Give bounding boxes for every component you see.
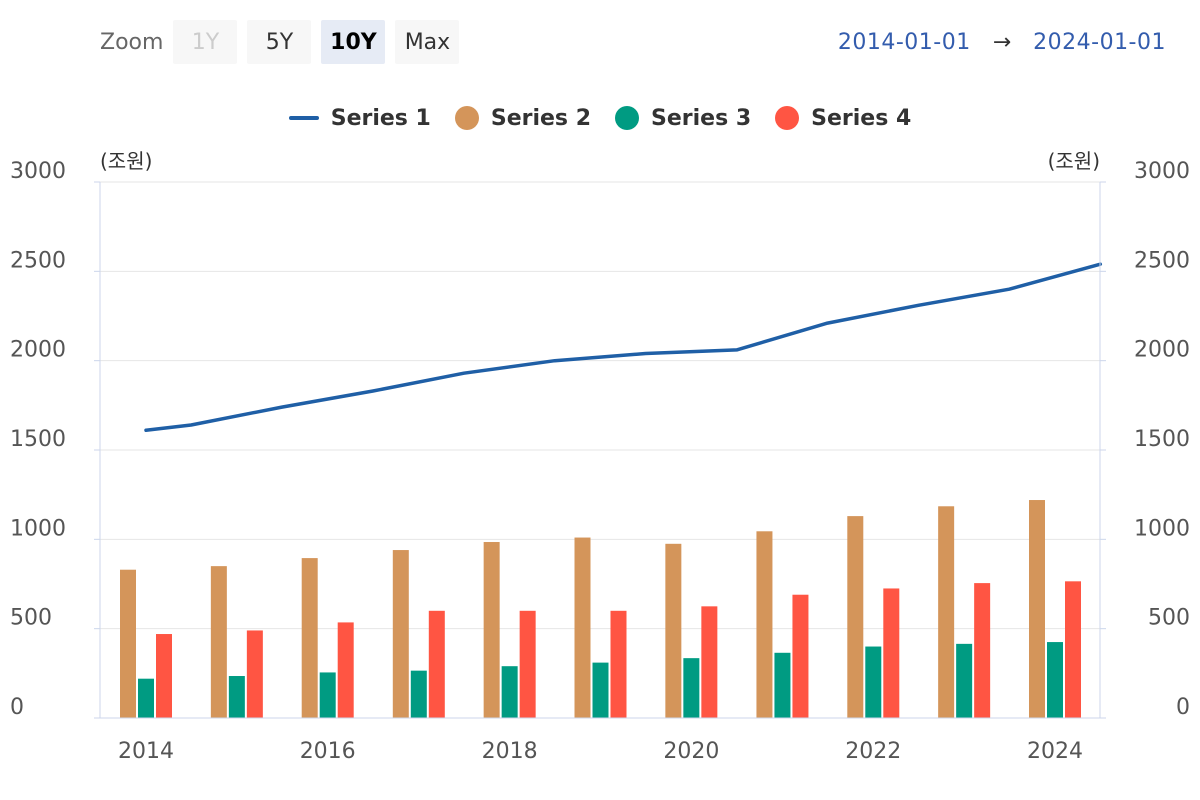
zoom-max-button[interactable]: Max	[395, 20, 460, 64]
bar-series-4-2017[interactable]	[428, 610, 445, 718]
bar-series-3-2021[interactable]	[774, 652, 791, 718]
legend-item-series-4[interactable]: Series 4	[775, 106, 911, 131]
legend-circle-icon	[615, 106, 639, 130]
range-to-input[interactable]: 2024-01-01	[1033, 29, 1166, 55]
bar-series-2-2020[interactable]	[665, 543, 682, 718]
bar-series-3-2017[interactable]	[410, 670, 427, 718]
y-right-tick-label: 2500	[1134, 248, 1190, 273]
zoom-1y-button[interactable]: 1Y	[173, 20, 238, 64]
x-tick-label: 2016	[300, 739, 356, 764]
legend-line-icon	[288, 116, 319, 120]
legend-label: Series 2	[490, 105, 591, 131]
range-from-input[interactable]: 2014-01-01	[837, 29, 971, 55]
zoom-5y-button[interactable]: 5Y	[247, 20, 312, 64]
zoom-toolbar: Zoom 1Y 5Y 10Y Max	[100, 20, 469, 64]
y-left-tick-label: 2500	[10, 248, 66, 273]
bar-series-2-2023[interactable]	[938, 506, 955, 718]
bar-series-4-2023[interactable]	[974, 583, 991, 718]
bars-layer	[120, 500, 1081, 718]
legend-label: Series 3	[651, 105, 752, 131]
line-series-1[interactable]	[144, 262, 1103, 433]
bar-series-4-2015[interactable]	[246, 630, 263, 718]
left-axis-unit: (조원)	[100, 149, 152, 173]
bar-series-3-2018[interactable]	[501, 666, 518, 718]
bar-series-3-2024[interactable]	[1047, 642, 1063, 718]
legend-circle-icon	[775, 106, 800, 130]
grid-lines	[100, 181, 1100, 630]
bar-series-4-2024[interactable]	[1065, 581, 1081, 718]
bar-series-3-2019[interactable]	[592, 662, 609, 718]
y-right-tick-label: 3000	[1134, 159, 1190, 184]
bar-series-3-2022[interactable]	[865, 646, 882, 718]
bar-series-2-2019[interactable]	[574, 537, 591, 718]
legend-item-series-1[interactable]: Series 1	[288, 105, 431, 131]
y-left-tick-label: 500	[10, 606, 52, 631]
chart-legend: Series 1 Series 2 Series 3 Series 4	[0, 100, 1200, 136]
y-right-tick-label: 2000	[1134, 338, 1190, 363]
bar-series-2-2014[interactable]	[120, 569, 136, 718]
bar-series-3-2023[interactable]	[956, 643, 973, 718]
zoom-10y-button[interactable]: 10Y	[321, 20, 386, 64]
axis-layer: 0 0 500 500 1000 1000 1500 1500 2000 2000 2500 2500…	[10, 159, 1190, 764]
bar-series-2-2015[interactable]	[210, 566, 227, 718]
bar-series-2-2016[interactable]	[301, 558, 318, 718]
legend-label: Series 4	[811, 105, 912, 131]
legend-item-series-2[interactable]: Series 2	[454, 105, 591, 131]
range-arrow: →	[992, 29, 1012, 55]
legend-item-series-3[interactable]: Series 3	[615, 106, 751, 131]
bar-series-2-2017[interactable]	[392, 550, 409, 718]
bar-series-3-2014[interactable]	[138, 678, 154, 718]
y-right-tick-label: 0	[1176, 695, 1190, 720]
bar-series-4-2022[interactable]	[883, 588, 900, 718]
bar-series-2-2024[interactable]	[1029, 500, 1045, 718]
legend-label: Series 1	[330, 105, 431, 131]
legend-circle-icon	[454, 106, 479, 130]
y-right-tick-label: 1500	[1134, 427, 1190, 452]
bar-series-2-2022[interactable]	[847, 516, 864, 718]
right-axis-unit: (조원)	[1048, 149, 1100, 173]
bar-series-4-2016[interactable]	[337, 622, 354, 718]
bar-series-4-2019[interactable]	[610, 610, 627, 718]
y-right-tick-label: 500	[1148, 606, 1190, 631]
bar-series-3-2020[interactable]	[683, 658, 700, 718]
bar-series-4-2021[interactable]	[792, 594, 809, 718]
y-left-tick-label: 2000	[10, 338, 66, 363]
bar-series-4-2014[interactable]	[156, 634, 172, 718]
y-left-tick-label: 1500	[10, 427, 66, 452]
x-tick-label: 2020	[663, 739, 719, 764]
y-left-tick-label: 0	[10, 695, 24, 720]
x-tick-label: 2014	[118, 739, 174, 764]
bar-series-3-2016[interactable]	[319, 672, 336, 718]
bar-series-4-2018[interactable]	[519, 610, 536, 718]
x-tick-label: 2022	[845, 739, 901, 764]
zoom-label: Zoom	[100, 29, 164, 55]
bar-series-3-2015[interactable]	[228, 676, 245, 718]
line-layer	[144, 262, 1103, 433]
bar-series-2-2021[interactable]	[756, 531, 773, 718]
y-left-tick-label: 1000	[10, 516, 66, 541]
x-tick-label: 2018	[482, 739, 538, 764]
bar-series-4-2020[interactable]	[701, 606, 718, 718]
y-left-tick-label: 3000	[10, 159, 66, 184]
bar-series-2-2018[interactable]	[483, 542, 500, 718]
x-tick-label: 2024	[1027, 739, 1083, 764]
y-right-tick-label: 1000	[1134, 516, 1190, 541]
date-range-selector: 2014-01-01 → 2024-01-01	[838, 20, 1166, 64]
